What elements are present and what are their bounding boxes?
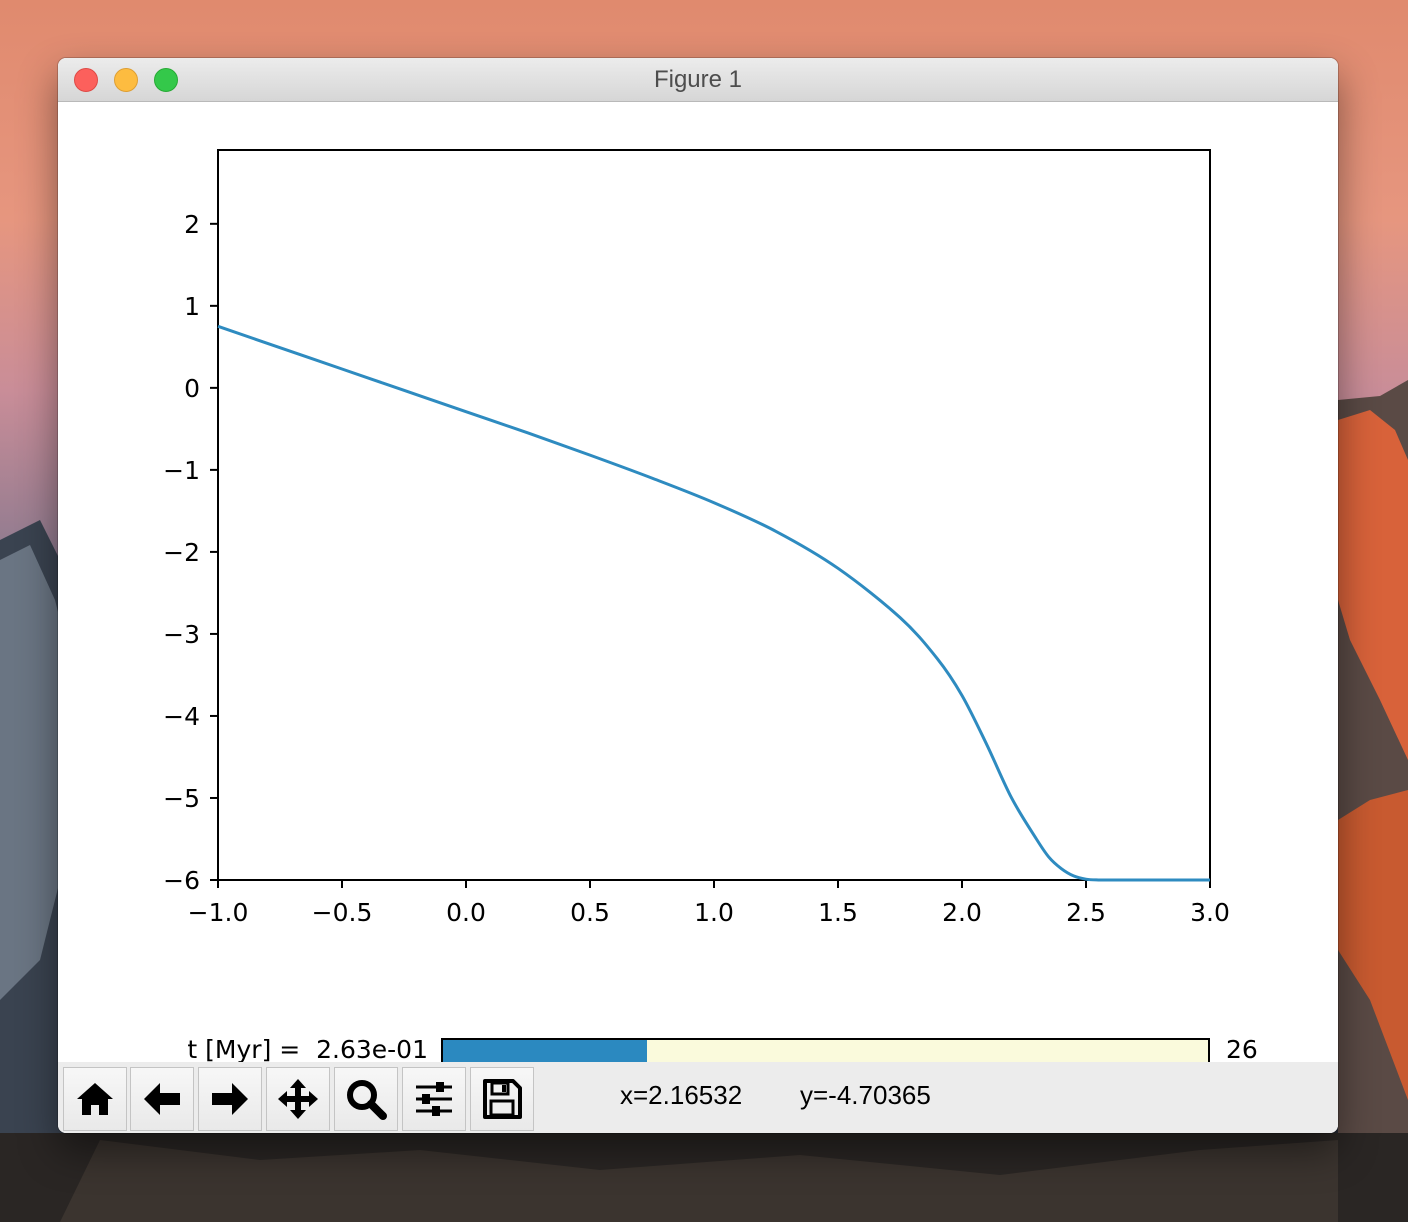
pan-button[interactable] — [266, 1067, 330, 1131]
close-window-button[interactable] — [74, 68, 98, 92]
y-tick-label: −2 — [163, 538, 200, 567]
y-axis-ticks: 2 1 0 −1 −2 −3 −4 −5 −6 — [163, 210, 218, 895]
y-tick-label: −4 — [163, 702, 200, 731]
cursor-y-readout: y=-4.70365 — [800, 1080, 931, 1110]
y-tick-label: 0 — [184, 374, 200, 403]
save-button[interactable] — [470, 1067, 534, 1131]
minimize-window-button[interactable] — [114, 68, 138, 92]
x-tick-label: 2.5 — [1066, 898, 1106, 927]
navigation-toolbar — [58, 1062, 1338, 1133]
x-tick-label: 3.0 — [1190, 898, 1230, 927]
x-tick-label: 1.5 — [818, 898, 858, 927]
x-tick-label: 1.0 — [694, 898, 734, 927]
x-tick-label: 2.0 — [942, 898, 982, 927]
y-tick-label: −3 — [163, 620, 200, 649]
y-tick-label: −1 — [163, 456, 200, 485]
time-slider-label: t [Myr] = 2.63e-01 — [187, 1035, 428, 1064]
arrow-left-icon — [144, 1083, 180, 1115]
time-slider-fill — [443, 1040, 648, 1066]
axes-frame — [217, 149, 1211, 881]
zoom-window-button[interactable] — [154, 68, 178, 92]
x-tick-label: −0.5 — [312, 898, 373, 927]
home-button[interactable] — [63, 1067, 127, 1131]
y-tick-label: −6 — [163, 866, 200, 895]
time-slider-value: 26 — [1226, 1035, 1258, 1064]
series-line — [217, 324, 1210, 882]
x-axis-ticks: −1.0 −0.5 0.0 0.5 1.0 1.5 2.0 2.5 3.0 — [188, 880, 1230, 927]
x-tick-label: 0.0 — [446, 898, 486, 927]
window-title: Figure 1 — [653, 66, 743, 93]
y-tick-label: 1 — [184, 292, 200, 321]
forward-button[interactable] — [198, 1067, 262, 1131]
x-tick-label: −1.0 — [188, 898, 249, 927]
figure-canvas[interactable]: −1.0 −0.5 0.0 0.5 1.0 1.5 2.0 2.5 3.0 2 1 0 −1 −2 −3 −… — [58, 102, 1338, 1068]
home-icon — [77, 1083, 113, 1115]
title-bar[interactable]: Figure 1 — [58, 58, 1338, 102]
sliders-icon — [416, 1082, 452, 1116]
move-icon — [278, 1079, 318, 1119]
cursor-x-readout: x=2.16532 — [620, 1080, 743, 1110]
zoom-button[interactable] — [334, 1067, 398, 1131]
figure-window: Figure 1 −1.0 −0.5 0.0 0.5 1.0 1.5 2.0 2.5 3.0 2… — [58, 58, 1338, 1133]
y-tick-label: 2 — [184, 210, 200, 239]
y-tick-label: −5 — [163, 784, 200, 813]
x-tick-label: 0.5 — [570, 898, 610, 927]
configure-subplots-button[interactable] — [402, 1067, 466, 1131]
arrow-right-icon — [212, 1083, 248, 1115]
magnifier-icon — [347, 1080, 387, 1120]
floppy-disk-icon — [483, 1079, 522, 1119]
line-chart[interactable]: −1.0 −0.5 0.0 0.5 1.0 1.5 2.0 2.5 3.0 2 1 0 −1 −2 −3 −… — [58, 102, 1338, 1062]
back-button[interactable] — [130, 1067, 194, 1131]
